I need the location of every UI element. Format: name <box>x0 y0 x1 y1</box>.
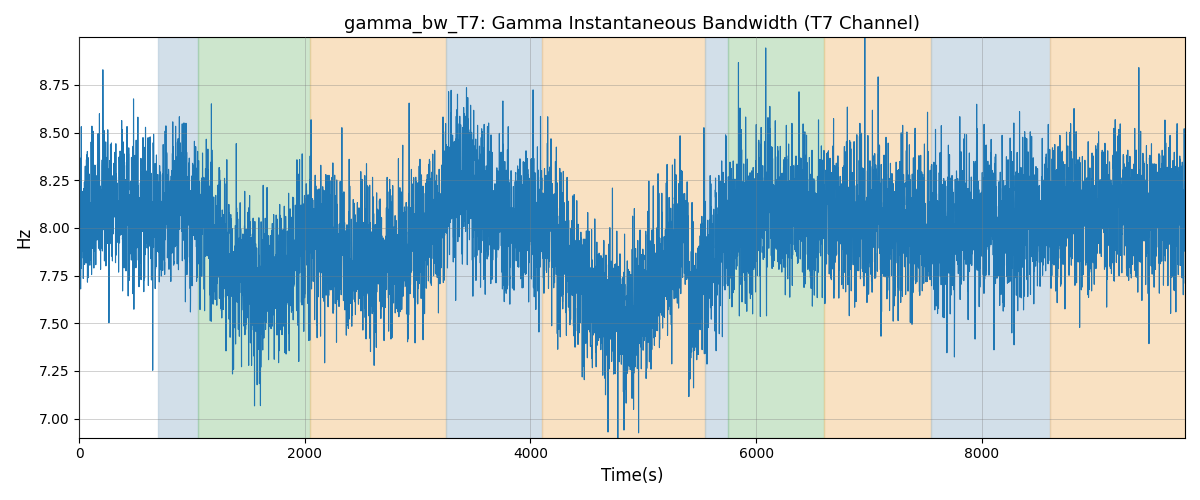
Bar <box>446 38 541 438</box>
Y-axis label: Hz: Hz <box>14 227 32 248</box>
X-axis label: Time(s): Time(s) <box>601 467 664 485</box>
Title: gamma_bw_T7: Gamma Instantaneous Bandwidth (T7 Channel): gamma_bw_T7: Gamma Instantaneous Bandwid… <box>344 15 920 34</box>
Bar <box>158 38 198 438</box>
Bar <box>824 38 931 438</box>
Bar <box>541 38 706 438</box>
Bar <box>311 38 446 438</box>
Bar <box>931 38 1050 438</box>
Bar <box>728 38 824 438</box>
Bar <box>1050 38 1186 438</box>
Bar <box>198 38 311 438</box>
Bar <box>706 38 728 438</box>
